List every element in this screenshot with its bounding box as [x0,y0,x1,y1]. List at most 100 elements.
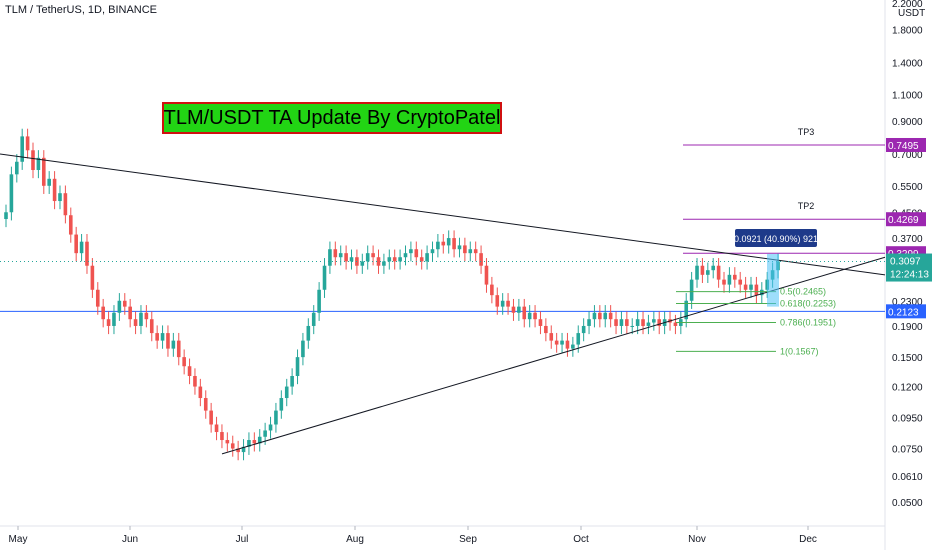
candle-body [419,257,424,262]
measure-label: 0.0921 (40.90%) 921 [734,234,818,244]
candle-body [673,322,678,326]
candle-body [187,366,192,377]
candle-body [371,253,375,258]
candle-body [473,249,478,254]
y-tick-label: 1.1000 [892,90,923,101]
candle-body [47,178,51,186]
candle-body [79,241,84,254]
candle-body [171,340,176,349]
candle-body [625,319,629,326]
candle-body [14,161,19,175]
level-price-label: 0.2123 [888,307,919,318]
candle-body [652,319,656,323]
candle-body [36,157,41,171]
x-tick-label: Sep [459,534,477,545]
measure-range-box [767,253,779,307]
x-tick-label: May [9,534,28,545]
candle-body [279,398,284,411]
y-tick-label: 0.1200 [892,383,923,394]
candle-body [733,274,737,280]
candle-body [684,300,689,320]
x-tick-label: Nov [688,534,706,545]
current-price-countdown: 12:24:13 [890,270,929,281]
x-tick-label: Aug [346,534,364,545]
candle-body [538,319,543,326]
candle-body [490,284,494,296]
candle-body [398,257,402,262]
candle-body [284,386,289,399]
candle-body [252,440,257,444]
candle-body [263,430,267,437]
candle-body [63,193,68,216]
candle-body [468,249,473,254]
candle-body [571,344,575,349]
y-tick-label: 0.0750 [892,445,923,456]
candle-body [182,357,186,367]
candle-body [695,265,699,280]
candle-body [333,249,338,258]
y-tick-label: 0.3700 [892,234,923,245]
candle-body [220,432,224,441]
candle-body [274,410,278,425]
candle-body [317,289,321,313]
candle-body [85,241,89,266]
candle-body [128,306,132,320]
level-price-tag [886,137,926,152]
candle-body [382,261,386,266]
measure-label-bg [735,229,817,247]
y-tick-label: 0.0950 [892,413,923,424]
x-tick-label: Dec [799,534,817,545]
candle-body [630,325,635,327]
current-price-tag [886,253,932,282]
price-unit-label: USDT [898,8,925,19]
candle-body [247,440,251,447]
current-price-label: 0.3097 [890,257,921,268]
candle-body [328,249,332,266]
candle-body [463,245,467,254]
candle-body [365,253,370,262]
candle-body [144,312,149,320]
candle-body [387,257,392,262]
candle-body [322,265,327,290]
candle-body [517,306,521,313]
candle-body [544,325,548,334]
candle-body [392,257,397,262]
fib-level-label: 1(0.1567) [780,346,819,356]
candle-body [457,245,462,250]
fib-level-label: 0.786(0.1951) [780,317,836,327]
candle-body [149,319,154,334]
y-tick-label: 2.2000 [892,0,923,10]
candle-body [203,398,208,411]
candle-body [760,289,764,296]
level-price-label: 0.7495 [888,141,919,152]
candle-body [9,174,14,213]
candle-body [565,340,570,349]
candle-body [495,295,500,307]
candle-body [52,178,57,202]
candle-body [608,312,613,320]
x-tick-label: Jun [122,534,138,545]
chart-title: TLM / TetherUS, 1D, BINANCE [5,4,158,16]
candle-body [166,333,170,349]
candle-body [576,333,581,345]
candle-body [338,253,343,258]
candle-body [155,333,159,341]
candle-body [209,410,213,425]
candle-body [727,274,732,285]
candle-body [598,312,602,320]
candle-body [446,238,451,246]
y-tick-label: 0.0500 [892,498,923,509]
candle-body [452,238,456,250]
candle-body [738,279,743,285]
candle-body [101,306,105,320]
candle-body [603,312,608,320]
candle-body [376,257,381,266]
candle-body [20,136,24,162]
candle-body [522,306,527,320]
y-tick-label: 1.4000 [892,59,923,70]
candle-body [614,319,618,326]
candle-body [117,300,122,313]
candle-body [139,312,143,326]
